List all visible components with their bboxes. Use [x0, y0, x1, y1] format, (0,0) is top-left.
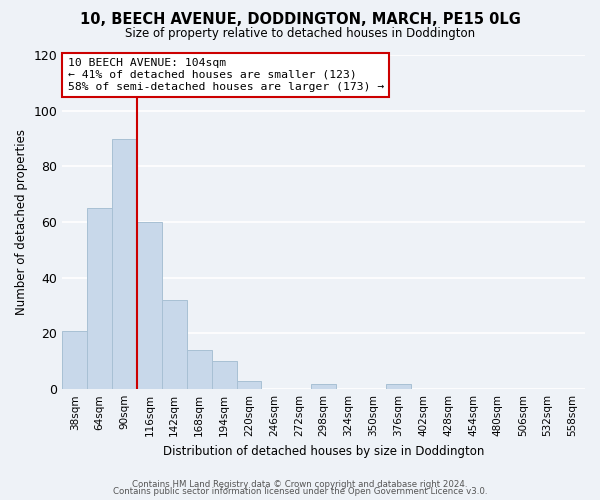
- Text: Contains public sector information licensed under the Open Government Licence v3: Contains public sector information licen…: [113, 487, 487, 496]
- Bar: [87, 208, 112, 389]
- Text: 10 BEECH AVENUE: 104sqm
← 41% of detached houses are smaller (123)
58% of semi-d: 10 BEECH AVENUE: 104sqm ← 41% of detache…: [68, 58, 384, 92]
- Bar: [311, 384, 336, 389]
- Bar: [112, 138, 137, 389]
- Bar: [162, 300, 187, 389]
- Text: Size of property relative to detached houses in Doddington: Size of property relative to detached ho…: [125, 28, 475, 40]
- Y-axis label: Number of detached properties: Number of detached properties: [15, 129, 28, 315]
- Bar: [62, 330, 87, 389]
- Bar: [137, 222, 162, 389]
- Bar: [212, 362, 236, 389]
- X-axis label: Distribution of detached houses by size in Doddington: Distribution of detached houses by size …: [163, 444, 484, 458]
- Text: Contains HM Land Registry data © Crown copyright and database right 2024.: Contains HM Land Registry data © Crown c…: [132, 480, 468, 489]
- Bar: [187, 350, 212, 389]
- Text: 10, BEECH AVENUE, DODDINGTON, MARCH, PE15 0LG: 10, BEECH AVENUE, DODDINGTON, MARCH, PE1…: [80, 12, 520, 28]
- Bar: [386, 384, 411, 389]
- Bar: [236, 381, 262, 389]
